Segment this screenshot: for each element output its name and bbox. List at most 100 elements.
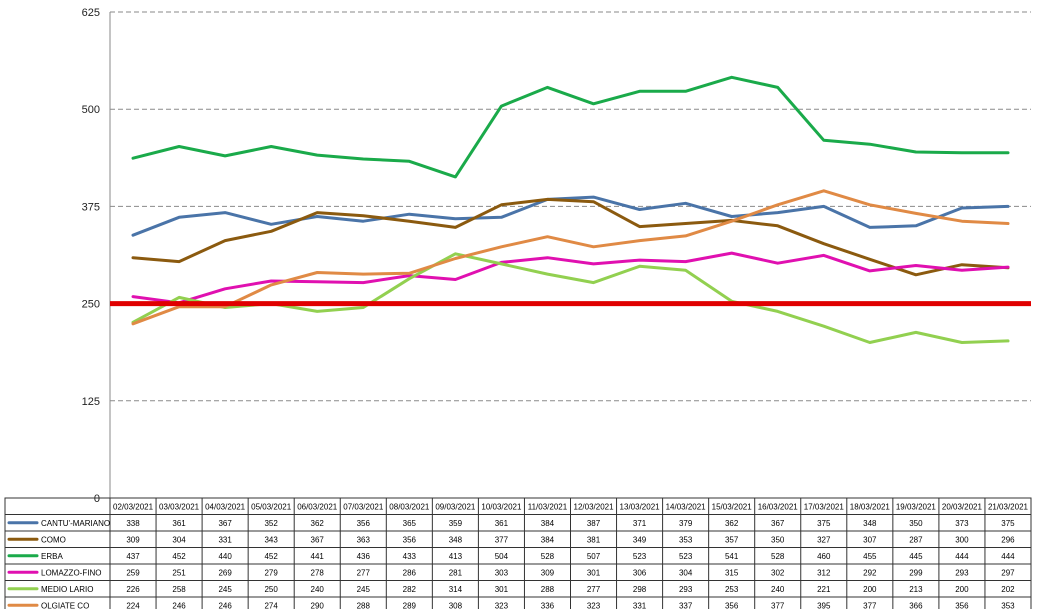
data-label: 323 xyxy=(587,601,601,609)
y-tick-label: 500 xyxy=(82,104,100,116)
series-line-como xyxy=(131,197,1010,277)
data-label: 359 xyxy=(449,519,463,528)
data-label: 224 xyxy=(126,601,140,609)
data-label: 523 xyxy=(633,552,647,561)
data-label: 379 xyxy=(679,519,693,528)
x-tick-label: 09/03/2021 xyxy=(435,502,476,511)
data-label: 240 xyxy=(771,585,785,594)
x-tick-label: 20/03/2021 xyxy=(942,502,983,511)
data-table: 02/03/2021 03/03/2021 04/03/2021 05/03/2021… xyxy=(4,497,1032,609)
data-label: 445 xyxy=(909,552,923,561)
data-label: 361 xyxy=(172,519,186,528)
y-tick-label: 0 xyxy=(94,493,100,505)
data-label: 253 xyxy=(725,585,739,594)
gridlines xyxy=(110,11,1031,402)
data-label: 245 xyxy=(357,585,371,594)
x-tick-label: 14/03/2021 xyxy=(666,502,707,511)
legend-label: MEDIO LARIO xyxy=(41,585,93,594)
data-label: 367 xyxy=(218,519,232,528)
data-label: 353 xyxy=(679,535,693,544)
data-label: 240 xyxy=(311,585,325,594)
data-label: 440 xyxy=(218,552,232,561)
table-frame xyxy=(4,497,1032,609)
data-label: 352 xyxy=(264,519,278,528)
data-label: 277 xyxy=(587,585,601,594)
data-label: 362 xyxy=(311,519,325,528)
data-label: 292 xyxy=(863,568,877,577)
data-label: 413 xyxy=(449,552,463,561)
data-label: 356 xyxy=(725,601,739,609)
data-label: 350 xyxy=(771,535,785,544)
legend-label: OLGIATE CO xyxy=(41,601,89,609)
data-label: 377 xyxy=(771,601,785,609)
data-label: 507 xyxy=(587,552,601,561)
data-label: 452 xyxy=(172,552,186,561)
x-tick-label: 16/03/2021 xyxy=(758,502,799,511)
data-label: 452 xyxy=(264,552,278,561)
data-label: 361 xyxy=(495,519,509,528)
data-label: 288 xyxy=(541,585,555,594)
x-tick-label: 03/03/2021 xyxy=(159,502,200,511)
data-label: 200 xyxy=(955,585,969,594)
data-label: 356 xyxy=(403,535,417,544)
data-label: 528 xyxy=(541,552,555,561)
data-label: 279 xyxy=(264,568,278,577)
data-label: 304 xyxy=(679,568,693,577)
x-tick-label: 15/03/2021 xyxy=(712,502,753,511)
data-label: 350 xyxy=(909,519,923,528)
data-label: 269 xyxy=(218,568,232,577)
x-tick-label: 11/03/2021 xyxy=(528,502,568,511)
data-label: 367 xyxy=(771,519,785,528)
x-tick-label: 12/03/2021 xyxy=(574,502,615,511)
x-tick-label: 07/03/2021 xyxy=(343,502,384,511)
data-label: 541 xyxy=(725,552,739,561)
x-tick-label: 19/03/2021 xyxy=(896,502,937,511)
data-label: 373 xyxy=(955,519,969,528)
data-label: 297 xyxy=(1001,568,1015,577)
legend-label: LOMAZZO-FINO xyxy=(41,568,101,577)
x-tick-label: 05/03/2021 xyxy=(251,502,292,511)
data-label: 301 xyxy=(587,568,601,577)
data-label: 331 xyxy=(633,601,647,609)
data-label: 441 xyxy=(311,552,325,561)
x-tick-label: 08/03/2021 xyxy=(389,502,430,511)
data-label: 356 xyxy=(955,601,969,609)
data-label: 384 xyxy=(541,535,555,544)
data-label: 357 xyxy=(725,535,739,544)
data-label: 375 xyxy=(817,519,831,528)
series-line-olgiate-co xyxy=(131,189,1010,326)
data-label: 331 xyxy=(218,535,232,544)
data-label: 455 xyxy=(863,552,877,561)
data-label: 366 xyxy=(909,601,923,609)
data-label: 293 xyxy=(679,585,693,594)
data-label: 436 xyxy=(357,552,371,561)
data-label: 460 xyxy=(817,552,831,561)
data-label: 226 xyxy=(126,585,140,594)
data-label: 299 xyxy=(909,568,923,577)
y-tick-label: 125 xyxy=(82,396,100,408)
x-tick-label: 10/03/2021 xyxy=(481,502,522,511)
data-label: 363 xyxy=(357,535,371,544)
data-label: 290 xyxy=(311,601,325,609)
data-label: 289 xyxy=(403,601,417,609)
data-label: 528 xyxy=(771,552,785,561)
legend-label: COMO xyxy=(41,535,66,544)
data-label: 343 xyxy=(264,535,278,544)
data-label: 444 xyxy=(955,552,969,561)
data-label: 286 xyxy=(403,568,417,577)
data-label: 336 xyxy=(541,601,555,609)
data-label: 315 xyxy=(725,568,739,577)
data-label: 504 xyxy=(495,552,509,561)
data-label: 259 xyxy=(126,568,140,577)
y-tick-label: 625 xyxy=(82,7,100,19)
data-label: 349 xyxy=(633,535,647,544)
data-label: 375 xyxy=(1001,519,1015,528)
data-label: 437 xyxy=(126,552,140,561)
data-label: 298 xyxy=(633,585,647,594)
data-label: 303 xyxy=(495,568,509,577)
data-label: 312 xyxy=(817,568,831,577)
data-label: 304 xyxy=(172,535,186,544)
data-label: 348 xyxy=(449,535,463,544)
data-label: 288 xyxy=(357,601,371,609)
